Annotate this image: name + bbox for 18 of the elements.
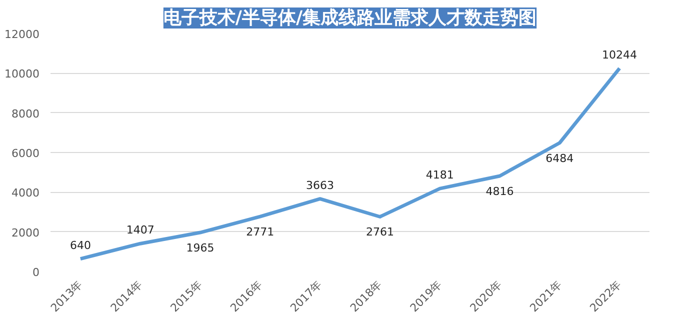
y-tick-label: 10000: [4, 68, 40, 81]
data-label: 6484: [546, 152, 574, 165]
y-tick-label: 6000: [12, 147, 40, 160]
data-label: 3663: [306, 178, 334, 192]
y-tick-label: 4000: [12, 186, 40, 200]
y-tick-label: 8000: [12, 107, 40, 120]
data-label: 2761: [366, 226, 394, 239]
chart-title: 电子技术/半导体/集成线路业需求人才数走势图: [163, 8, 537, 28]
y-tick-label: 2000: [12, 226, 40, 240]
data-label: 4181: [426, 168, 454, 182]
data-label: 10244: [602, 48, 638, 62]
data-label: 1965: [186, 242, 214, 255]
y-tick-label: 0: [32, 266, 40, 279]
data-label: 640: [70, 238, 91, 252]
y-tick-label: 12000: [4, 28, 40, 41]
data-label: 4816: [486, 184, 514, 198]
data-label: 2771: [246, 226, 274, 239]
data-label: 1407: [126, 224, 154, 237]
